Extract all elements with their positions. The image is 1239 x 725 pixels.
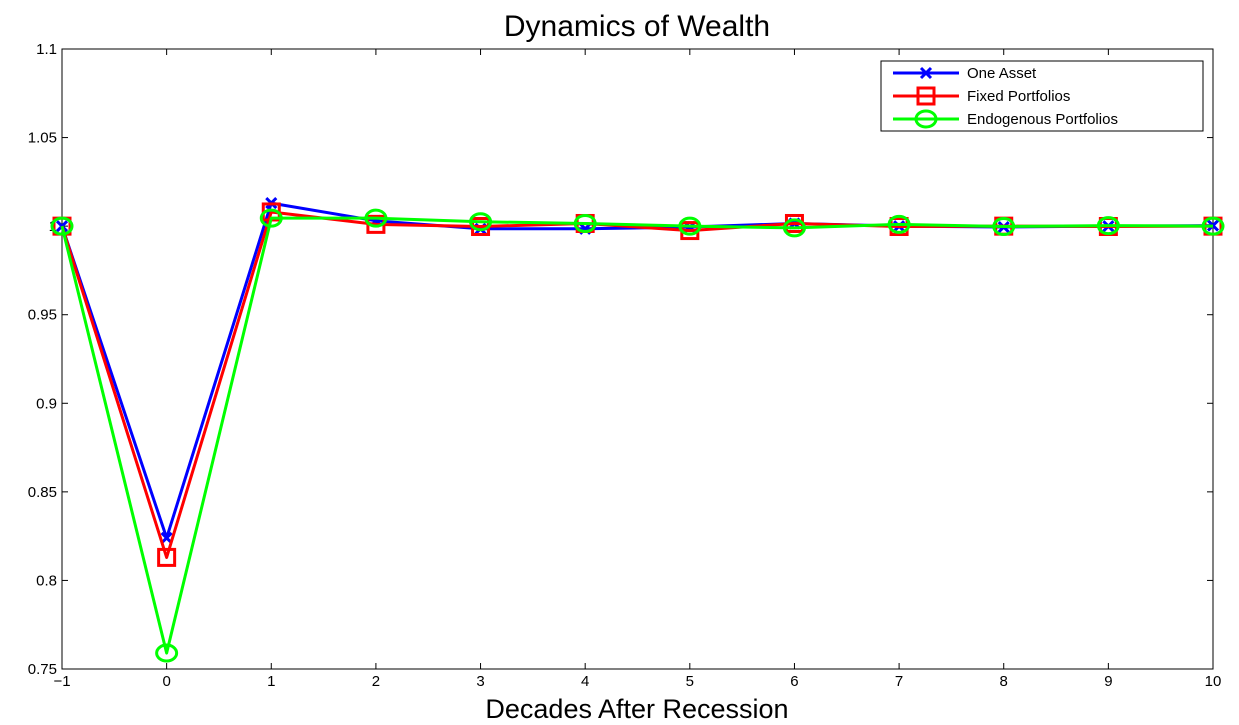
x-tick-label: −1 [53, 673, 70, 690]
data-point [364, 208, 388, 228]
data-point [573, 213, 597, 233]
y-tick-label: 0.8 [36, 572, 57, 589]
data-point [155, 643, 179, 663]
data-point [887, 214, 911, 234]
legend-item: Endogenous Portfolios [893, 109, 1118, 129]
x-tick-label: 10 [1205, 673, 1222, 690]
data-point [469, 212, 493, 232]
series-endogenous-portfolios [50, 208, 1225, 663]
x-tick-label: 4 [581, 673, 589, 690]
y-tick-label: 1.05 [28, 130, 57, 147]
y-tick-label: 1.1 [36, 41, 57, 58]
series-layer [50, 197, 1225, 663]
data-point [50, 216, 74, 236]
x-tick-label: 6 [790, 673, 798, 690]
y-tick-label: 0.95 [28, 307, 57, 324]
y-tick-label: 0.9 [36, 395, 57, 412]
x-tick-label: 5 [686, 673, 694, 690]
x-tick-label: 8 [1000, 673, 1008, 690]
data-point [678, 216, 702, 236]
plot-area [61, 48, 1214, 670]
x-axis: −1 0 1 2 3 4 5 6 7 8 9 10 [53, 49, 1221, 690]
data-point [889, 216, 909, 236]
x-tick-label: 1 [267, 673, 275, 690]
data-point [259, 208, 283, 228]
legend-marker [914, 109, 938, 129]
data-point [782, 218, 806, 238]
x-tick-label: 9 [1104, 673, 1112, 690]
x-tick-label: 2 [372, 673, 380, 690]
legend-item: Fixed Portfolios [893, 86, 1070, 106]
legend-marker [916, 86, 936, 106]
x-axis-label: Decades After Recession [485, 694, 788, 724]
y-tick-label: 0.75 [28, 661, 57, 678]
legend-marker [919, 66, 933, 80]
chart-title: Dynamics of Wealth [504, 10, 770, 43]
legend-label: Endogenous Portfolios [967, 111, 1118, 128]
x-tick-label: 0 [162, 673, 170, 690]
data-point [1201, 216, 1225, 236]
x-tick-label: 7 [895, 673, 903, 690]
data-point [992, 216, 1016, 236]
x-tick-label: 3 [476, 673, 484, 690]
legend-label: One Asset [967, 65, 1037, 82]
y-tick-label: 0.85 [28, 484, 57, 501]
legend: One Asset Fixed Portfolios Endogenous Port… [880, 60, 1204, 132]
legend-label: Fixed Portfolios [967, 88, 1070, 105]
legend-item: One Asset [893, 65, 1037, 82]
data-point [157, 547, 177, 567]
series-line [60, 216, 1214, 655]
data-point [1096, 216, 1120, 236]
